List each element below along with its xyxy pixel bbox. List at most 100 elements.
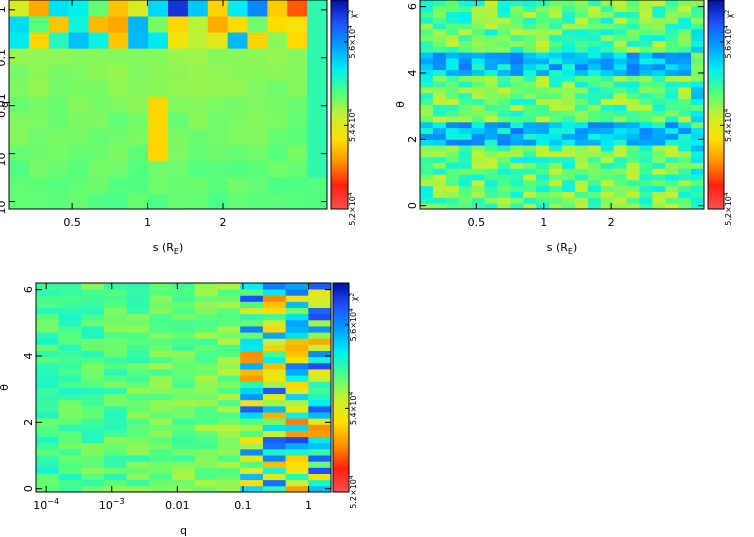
heatmap-cell bbox=[497, 127, 511, 134]
heatmap-cell bbox=[458, 145, 473, 152]
heatmap-cell bbox=[600, 110, 615, 117]
heatmap-cell bbox=[445, 69, 460, 76]
heatmap-cell bbox=[247, 192, 268, 210]
heatmap-cell bbox=[126, 473, 150, 481]
heatmap-cell bbox=[665, 34, 679, 42]
heatmap-cell bbox=[652, 29, 666, 36]
heatmap-cell bbox=[307, 160, 328, 178]
heatmap-cell bbox=[307, 64, 328, 81]
heatmap-cell bbox=[691, 46, 705, 53]
heatmap-cell bbox=[48, 112, 70, 130]
heatmap-cell bbox=[247, 64, 268, 81]
heatmap-cell bbox=[574, 40, 589, 47]
heatmap-cell bbox=[262, 301, 287, 308]
heatmap-cell bbox=[549, 87, 563, 94]
heatmap-cell bbox=[287, 16, 308, 33]
heatmap-cell bbox=[652, 121, 666, 129]
heatmap-cell bbox=[445, 63, 460, 71]
heatmap-cell bbox=[126, 295, 150, 302]
heatmap-cell bbox=[458, 87, 473, 94]
heatmap-cell bbox=[81, 479, 105, 487]
heatmap-cell bbox=[691, 116, 705, 123]
heatmap-cell bbox=[432, 75, 447, 82]
x-axis-label: q bbox=[180, 524, 187, 537]
heatmap-cell bbox=[58, 283, 82, 290]
heatmap-cell bbox=[445, 110, 460, 117]
heatmap-cell bbox=[88, 80, 109, 97]
heatmap-cell bbox=[432, 162, 447, 169]
heatmap-cell bbox=[458, 179, 473, 187]
heatmap-cell bbox=[48, 64, 70, 81]
heatmap-cell bbox=[247, 128, 268, 146]
x-tick-label: 0.01 bbox=[165, 499, 190, 512]
heatmap-cell bbox=[639, 168, 653, 175]
heatmap-cell bbox=[81, 467, 105, 474]
heatmap-cell bbox=[510, 69, 524, 76]
heatmap-cell bbox=[432, 5, 447, 13]
heatmap-cell bbox=[639, 185, 653, 192]
heatmap-cell bbox=[108, 112, 129, 130]
y-axis-label: θ bbox=[0, 384, 11, 391]
heatmap-cell bbox=[149, 405, 173, 413]
heatmap-cell bbox=[458, 63, 473, 71]
heatmap-cell bbox=[665, 81, 679, 88]
heatmap-cell bbox=[549, 52, 563, 59]
heatmap-cell bbox=[104, 448, 128, 456]
heatmap-cell bbox=[600, 81, 615, 88]
heatmap-cell bbox=[587, 179, 602, 187]
heatmap-cell bbox=[484, 104, 498, 111]
heatmap-cell bbox=[187, 80, 209, 97]
heatmap-cell bbox=[307, 112, 328, 130]
heatmap-cell bbox=[639, 121, 653, 129]
heatmap-cell bbox=[262, 387, 287, 395]
heatmap-cell bbox=[28, 80, 50, 97]
heatmap-cell bbox=[691, 145, 705, 152]
heatmap-cell bbox=[510, 203, 524, 210]
heatmap-cell bbox=[217, 369, 241, 376]
heatmap-cell bbox=[194, 319, 218, 327]
heatmap-cell bbox=[458, 69, 473, 76]
heatmap-cell bbox=[217, 430, 241, 438]
heatmap-cell bbox=[523, 34, 537, 42]
heatmap-cell bbox=[691, 87, 705, 94]
heatmap-cell bbox=[149, 295, 173, 302]
heatmap-cell bbox=[484, 197, 498, 204]
heatmap-cell bbox=[149, 356, 173, 364]
heatmap-cell bbox=[600, 5, 615, 13]
heatmap-cell bbox=[471, 69, 485, 76]
heatmap-cell bbox=[484, 34, 498, 42]
heatmap-cell bbox=[445, 174, 460, 181]
heatmap-cell bbox=[587, 197, 602, 204]
heatmap-cell bbox=[104, 485, 128, 493]
heatmap-cell bbox=[285, 424, 309, 431]
heatmap-cell bbox=[665, 23, 679, 30]
heatmap-cell bbox=[81, 338, 105, 345]
heatmap-cell bbox=[458, 127, 473, 134]
heatmap-cell bbox=[458, 156, 473, 163]
heatmap-cell bbox=[194, 356, 218, 364]
heatmap-cell bbox=[247, 0, 268, 17]
heatmap-cell bbox=[626, 75, 640, 82]
heatmap-cell bbox=[613, 104, 627, 111]
heatmap-cell bbox=[287, 0, 308, 17]
heatmap-cell bbox=[262, 442, 287, 450]
heatmap-cell bbox=[308, 387, 332, 395]
heatmap-cell bbox=[432, 17, 447, 24]
heatmap-cell bbox=[652, 110, 666, 117]
heatmap-cell bbox=[36, 412, 60, 419]
heatmap-cell bbox=[678, 52, 692, 59]
heatmap-cell bbox=[126, 319, 150, 327]
heatmap-cell bbox=[285, 295, 309, 302]
heatmap-cell bbox=[48, 32, 70, 49]
heatmap-cell bbox=[128, 128, 149, 146]
heatmap-cell bbox=[104, 455, 128, 462]
heatmap-cell bbox=[613, 133, 627, 140]
heatmap-cell bbox=[420, 203, 434, 210]
heatmap-cell bbox=[307, 128, 328, 146]
heatmap-cell bbox=[691, 139, 705, 146]
heatmap-cell bbox=[148, 16, 169, 33]
heatmap-cell bbox=[194, 442, 218, 450]
heatmap-cell bbox=[549, 116, 563, 123]
heatmap-cell bbox=[247, 176, 268, 194]
x-axis-label: s (RE) bbox=[153, 241, 184, 256]
